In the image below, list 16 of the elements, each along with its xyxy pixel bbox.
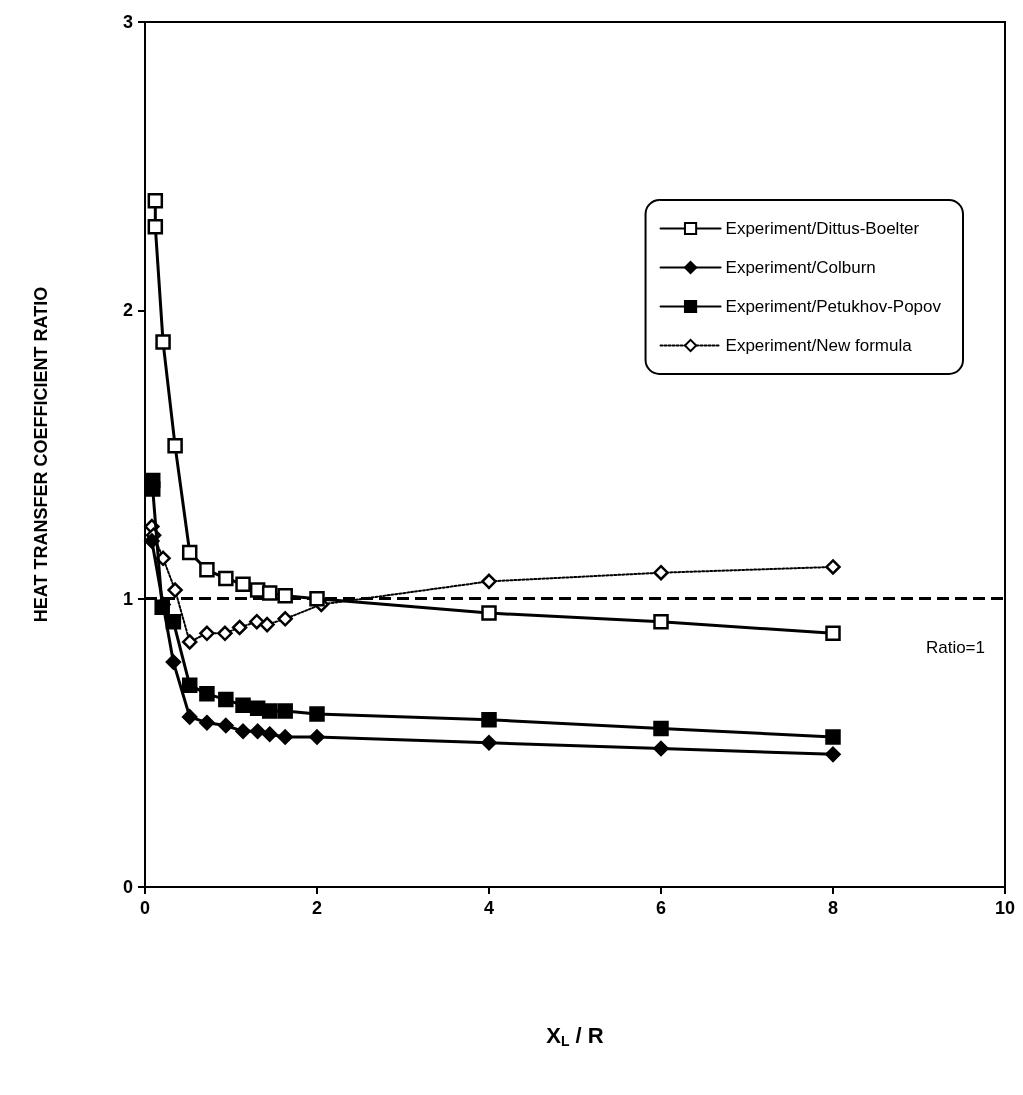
legend-label: Experiment/Colburn <box>725 258 876 277</box>
y-axis-title: HEAT TRANSFER COEFFICIENT RATIO <box>31 286 51 623</box>
x-tick-label: 6 <box>655 898 667 918</box>
x-tick-label: 8 <box>827 898 839 918</box>
y-tick-label: 0 <box>122 877 133 897</box>
ref-line-label: Ratio=1 <box>925 637 985 657</box>
x-tick-label: 10 <box>994 898 1016 918</box>
y-tick-label: 2 <box>122 300 133 321</box>
x-tick-label: 4 <box>483 898 495 918</box>
legend-label: Experiment/Petukhov-Popov <box>725 297 942 316</box>
x-tick-label: 0 <box>139 898 151 918</box>
x-tick-label: 2 <box>311 898 323 918</box>
y-tick-label: 1 <box>122 588 133 609</box>
legend-label: Experiment/Dittus-Boelter <box>725 219 920 238</box>
legend-label: Experiment/New formula <box>725 336 913 355</box>
y-tick-label: 3 <box>122 12 133 32</box>
